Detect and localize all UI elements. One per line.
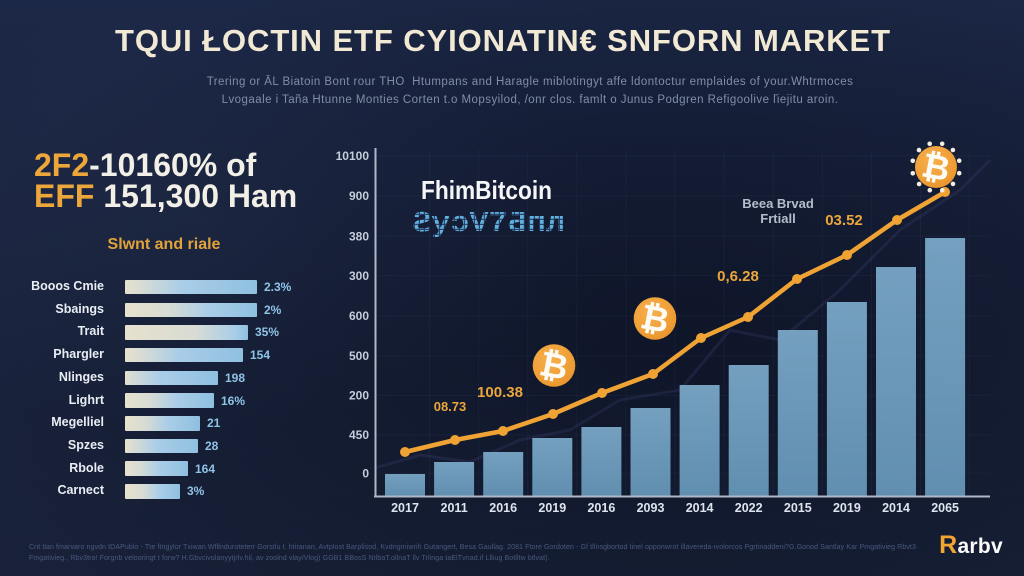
svg-text:Frtiall: Frtiall [760, 211, 795, 226]
svg-text:2022: 2022 [735, 501, 763, 515]
svg-text:0: 0 [362, 467, 369, 481]
svg-text:2017: 2017 [391, 501, 419, 515]
svg-text:2016: 2016 [587, 501, 615, 515]
svg-text:0,6.28: 0,6.28 [717, 268, 759, 285]
svg-text:2093: 2093 [637, 501, 665, 515]
svg-text:2019: 2019 [538, 501, 566, 515]
svg-text:ϩyɔV7Ƌпл: ϩyɔV7Ƌпл [412, 207, 565, 240]
svg-text:900: 900 [349, 189, 369, 203]
svg-text:100.38: 100.38 [477, 384, 523, 401]
svg-text:08.73: 08.73 [434, 399, 467, 414]
svg-text:200: 200 [349, 389, 369, 403]
svg-text:FhimBitcoin: FhimBitcoin [421, 175, 552, 205]
svg-text:10100: 10100 [336, 149, 370, 163]
svg-text:380: 380 [349, 229, 369, 243]
svg-text:450: 450 [349, 428, 369, 442]
svg-text:300: 300 [349, 269, 369, 283]
svg-text:500: 500 [349, 349, 369, 363]
svg-text:600: 600 [349, 309, 369, 323]
svg-text:Beea Brvad: Beea Brvad [742, 196, 814, 211]
svg-text:2011: 2011 [441, 501, 468, 515]
svg-text:2014: 2014 [686, 501, 714, 515]
svg-text:2014: 2014 [882, 501, 910, 515]
svg-text:03.52: 03.52 [825, 212, 863, 229]
svg-text:2016: 2016 [489, 501, 517, 515]
svg-text:2015: 2015 [784, 501, 812, 515]
svg-text:2019: 2019 [833, 501, 861, 515]
svg-text:2065: 2065 [931, 501, 959, 515]
